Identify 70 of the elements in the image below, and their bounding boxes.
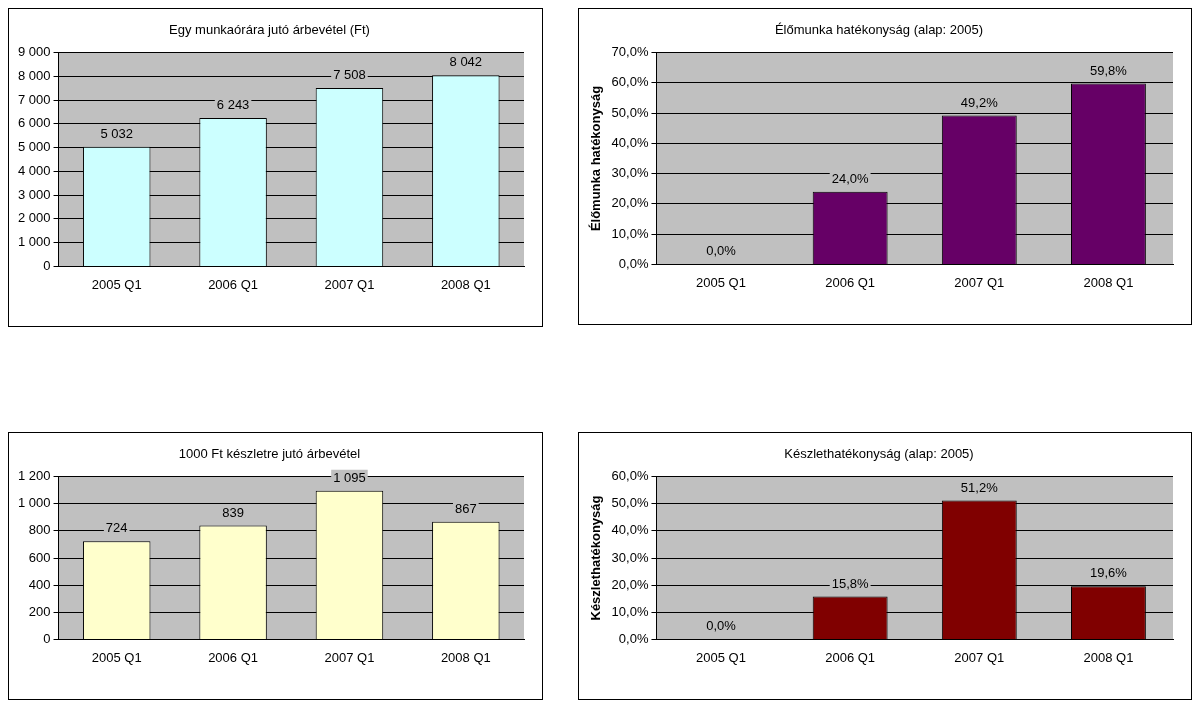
y-tick-label: 4 000 xyxy=(17,162,51,178)
x-tick-label: 2006 Q1 xyxy=(825,649,876,665)
x-tick-label: 2007 Q1 xyxy=(954,649,1005,665)
y-tick-label: 0,0% xyxy=(618,255,649,271)
y-tick-label: 50,0% xyxy=(611,495,649,511)
y-tick-label: 9 000 xyxy=(17,44,51,60)
chart-title: Egy munkaórára jutó árbevétel (Ft) xyxy=(169,22,370,38)
x-tick-label: 2008 Q1 xyxy=(440,649,491,665)
data-label: 59,8% xyxy=(1090,62,1128,78)
data-label: 8 042 xyxy=(449,54,483,70)
y-tick-label: 3 000 xyxy=(17,186,51,202)
y-tick-label: 7 000 xyxy=(17,91,51,107)
chart-title: 1000 Ft készletre jutó árbevétel xyxy=(178,446,361,462)
data-label: 0,0% xyxy=(706,618,737,634)
x-tick-label: 2006 Q1 xyxy=(825,274,876,290)
y-tick-label: 1 000 xyxy=(17,495,51,511)
y-tick-label: 800 xyxy=(28,522,51,538)
chart-title: Élőmunka hatékonyság (alap: 2005) xyxy=(774,22,984,38)
x-tick-label: 2005 Q1 xyxy=(91,276,142,292)
y-axis-title: Élőmunka hatékonyság xyxy=(588,85,604,232)
y-tick-label: 10,0% xyxy=(611,603,649,619)
data-label: 19,6% xyxy=(1090,565,1128,581)
y-tick-label: 40,0% xyxy=(611,134,649,150)
y-tick-label: 5 000 xyxy=(17,139,51,155)
y-tick-label: 2 000 xyxy=(17,210,51,226)
data-label: 1 095 xyxy=(333,469,366,485)
y-tick-label: 40,0% xyxy=(611,522,649,538)
y-tick-label: 400 xyxy=(28,576,51,592)
y-tick-label: 20,0% xyxy=(611,576,649,592)
y-tick-label: 6 000 xyxy=(17,115,51,131)
x-tick-label: 2008 Q1 xyxy=(1083,274,1134,290)
data-label: 49,2% xyxy=(960,94,999,110)
x-tick-label: 2006 Q1 xyxy=(208,276,259,292)
chart-title: Készlethatékonyság (alap: 2005) xyxy=(784,446,974,462)
y-tick-label: 60,0% xyxy=(611,74,649,90)
y-tick-label: 8 000 xyxy=(17,67,51,83)
data-label: 51,2% xyxy=(960,479,999,495)
y-tick-label: 0 xyxy=(43,257,51,273)
y-tick-label: 0,0% xyxy=(618,630,649,646)
data-label: 0,0% xyxy=(706,243,737,259)
x-tick-label: 2005 Q1 xyxy=(91,649,142,665)
data-label: 15,8% xyxy=(831,575,870,591)
y-tick-label: 30,0% xyxy=(611,549,649,565)
y-tick-label: 20,0% xyxy=(611,195,649,211)
data-label: 5 032 xyxy=(100,125,133,141)
x-tick-label: 2005 Q1 xyxy=(696,274,746,290)
y-tick-label: 0 xyxy=(43,630,51,646)
y-tick-label: 10,0% xyxy=(611,225,649,241)
data-label: 839 xyxy=(222,504,244,520)
x-tick-label: 2005 Q1 xyxy=(696,649,746,665)
x-tick-label: 2006 Q1 xyxy=(208,649,259,665)
x-tick-label: 2008 Q1 xyxy=(1083,649,1134,665)
x-tick-label: 2007 Q1 xyxy=(324,276,375,292)
data-label: 6 243 xyxy=(216,97,250,113)
data-label: 867 xyxy=(454,500,477,516)
y-tick-label: 1 200 xyxy=(17,468,51,484)
data-label: 24,0% xyxy=(831,170,870,186)
y-tick-label: 30,0% xyxy=(611,165,649,181)
y-tick-label: 200 xyxy=(28,603,51,619)
x-tick-label: 2008 Q1 xyxy=(440,276,491,292)
y-tick-label: 50,0% xyxy=(611,104,649,120)
y-tick-label: 60,0% xyxy=(611,468,649,484)
y-tick-label: 1 000 xyxy=(17,234,51,250)
x-tick-label: 2007 Q1 xyxy=(954,274,1005,290)
data-label: 724 xyxy=(105,520,128,536)
x-tick-label: 2007 Q1 xyxy=(324,649,375,665)
y-tick-label: 600 xyxy=(28,549,51,565)
y-tick-label: 70,0% xyxy=(611,44,649,60)
data-label: 7 508 xyxy=(333,67,366,83)
y-axis-title: Készlethatékonyság xyxy=(588,495,604,621)
